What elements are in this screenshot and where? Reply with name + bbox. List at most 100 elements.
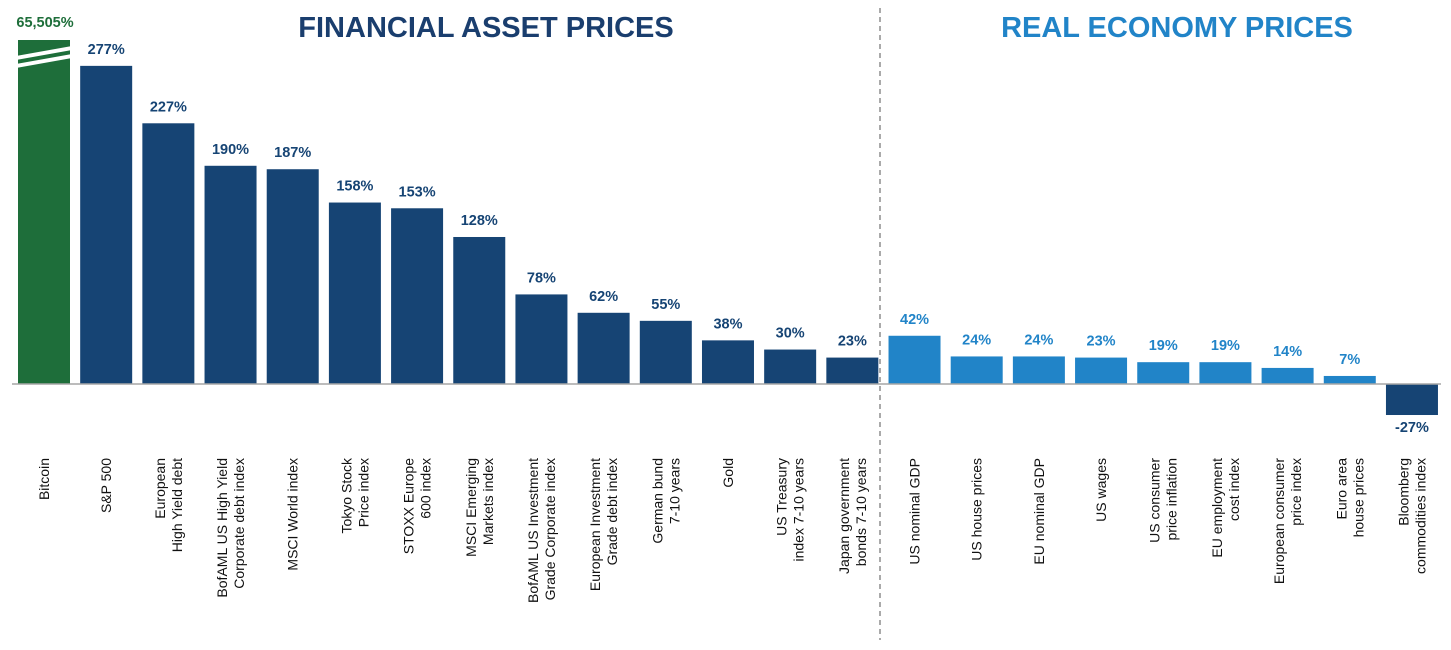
category-label-1: S&P 500 xyxy=(98,458,114,513)
bar-20 xyxy=(1261,367,1314,384)
value-label-0: 65,505% xyxy=(16,15,73,31)
category-label-line: STOXX Europe xyxy=(401,458,417,554)
category-label-line: US consumer xyxy=(1147,458,1163,543)
bar-15 xyxy=(950,356,1003,384)
value-label-14: 42% xyxy=(900,312,929,328)
category-label-9: European Investment Grade debt index xyxy=(587,458,620,591)
category-label-line: MSCI World index xyxy=(285,458,301,571)
bar-7 xyxy=(453,236,506,384)
category-label-line: Corporate debt index xyxy=(231,458,247,589)
category-label-line: BofAML US Investment xyxy=(525,458,541,603)
category-label-line: US nominal GDP xyxy=(907,458,923,565)
value-label-10: 55% xyxy=(651,297,680,313)
axis-break-mark-lower xyxy=(16,54,72,68)
bar-13 xyxy=(826,357,879,384)
category-label-line: 7-10 years xyxy=(666,458,682,524)
category-label-13: Japan government bonds 7-10 years xyxy=(836,458,869,574)
value-label-1: 277% xyxy=(88,42,125,58)
bar-2 xyxy=(142,123,195,384)
category-label-line: price index xyxy=(1288,458,1304,526)
category-label-line: price inflation xyxy=(1164,458,1180,541)
category-labels: Bitcoin S&P 500 European High Yield debt Bof… xyxy=(36,457,1428,603)
category-label-line: commodities index xyxy=(1412,458,1428,574)
value-label-21: 7% xyxy=(1339,352,1360,368)
category-label-line: EU nominal GDP xyxy=(1031,458,1047,565)
value-labels: 65,505% 277% 227% 190% 187% 158% 153% 128% 78% 62… xyxy=(16,15,1429,436)
section-titles: FINANCIAL ASSET PRICES REAL ECONOMY PRICE… xyxy=(298,12,1353,44)
bar-3 xyxy=(204,165,257,384)
category-label-19: EU employment cost index xyxy=(1209,458,1242,558)
category-label-line: Grade debt index xyxy=(604,458,620,565)
category-label-line: Tokyo Stock xyxy=(338,457,354,533)
category-label-12: US Treasury index 7-10 years xyxy=(774,458,807,562)
category-label-line: BofAML US High Yield xyxy=(214,458,230,598)
category-label-line: Japan government xyxy=(836,458,852,574)
bar-12 xyxy=(764,349,817,384)
category-label-line: European xyxy=(152,458,168,519)
bar-1 xyxy=(80,65,133,384)
bar-16 xyxy=(1012,356,1065,384)
category-label-line: Grade Corporate index xyxy=(542,458,558,600)
category-label-line: US wages xyxy=(1093,458,1109,522)
value-label-18: 19% xyxy=(1149,338,1178,354)
category-label-line: US Treasury xyxy=(774,458,790,536)
value-label-19: 19% xyxy=(1211,338,1240,354)
category-label-line: Bloomberg xyxy=(1395,458,1411,526)
category-label-2: European High Yield debt xyxy=(152,458,185,552)
category-label-line: EU employment xyxy=(1209,458,1225,558)
category-label-line: European Investment xyxy=(587,458,603,591)
category-label-16: EU nominal GDP xyxy=(1031,458,1047,565)
category-label-4: MSCI World index xyxy=(285,458,301,571)
category-label-line: US house prices xyxy=(969,458,985,561)
value-label-11: 38% xyxy=(713,316,742,332)
category-label-0: Bitcoin xyxy=(36,458,52,500)
category-label-20: European consumer price index xyxy=(1271,458,1304,584)
category-label-line: Gold xyxy=(720,458,736,488)
value-label-8: 78% xyxy=(527,270,556,286)
category-label-line: MSCI Emerging xyxy=(463,458,479,557)
value-label-3: 190% xyxy=(212,142,249,158)
bar-5 xyxy=(328,202,381,384)
category-label-3: BofAML US High Yield Corporate debt index xyxy=(214,458,247,598)
value-label-9: 62% xyxy=(589,289,618,305)
category-label-18: US consumer price inflation xyxy=(1147,458,1180,543)
category-label-10: German bund 7-10 years xyxy=(649,458,682,544)
value-label-4: 187% xyxy=(274,145,311,161)
bar-18 xyxy=(1137,362,1190,384)
category-label-7: MSCI Emerging Markets index xyxy=(463,458,496,557)
value-label-16: 24% xyxy=(1024,332,1053,348)
category-label-5: Tokyo Stock Price index xyxy=(338,457,371,533)
section-title-0: FINANCIAL ASSET PRICES xyxy=(298,12,673,44)
category-label-line: High Yield debt xyxy=(169,458,185,552)
bar-14 xyxy=(888,335,941,384)
section-title-1: REAL ECONOMY PRICES xyxy=(1001,12,1353,44)
category-label-line: European consumer xyxy=(1271,458,1287,584)
bar-0 xyxy=(18,40,70,384)
category-label-line: bonds 7-10 years xyxy=(853,458,869,566)
category-label-line: Markets index xyxy=(480,458,496,545)
bar-17 xyxy=(1075,357,1128,384)
category-label-22: Bloomberg commodities index xyxy=(1395,458,1428,574)
category-label-line: Euro area xyxy=(1333,458,1349,520)
value-label-20: 14% xyxy=(1273,344,1302,360)
value-label-12: 30% xyxy=(776,326,805,342)
category-label-line: cost index xyxy=(1226,458,1242,521)
value-label-5: 158% xyxy=(336,179,373,195)
value-label-7: 128% xyxy=(461,213,498,229)
category-label-6: STOXX Europe 600 index xyxy=(401,458,434,554)
bar-10 xyxy=(639,320,692,384)
category-label-11: Gold xyxy=(720,458,736,488)
category-label-line: S&P 500 xyxy=(98,458,114,513)
bar-6 xyxy=(391,208,444,384)
category-label-line: house prices xyxy=(1350,458,1366,537)
category-label-line: index 7-10 years xyxy=(791,458,807,562)
category-label-line: Bitcoin xyxy=(36,458,52,500)
category-label-14: US nominal GDP xyxy=(907,458,923,565)
value-label-22: -27% xyxy=(1395,420,1429,436)
bar-19 xyxy=(1199,362,1252,384)
value-label-13: 23% xyxy=(838,334,867,350)
bar-8 xyxy=(515,294,568,384)
value-label-6: 153% xyxy=(399,184,436,200)
bars xyxy=(16,40,1438,416)
